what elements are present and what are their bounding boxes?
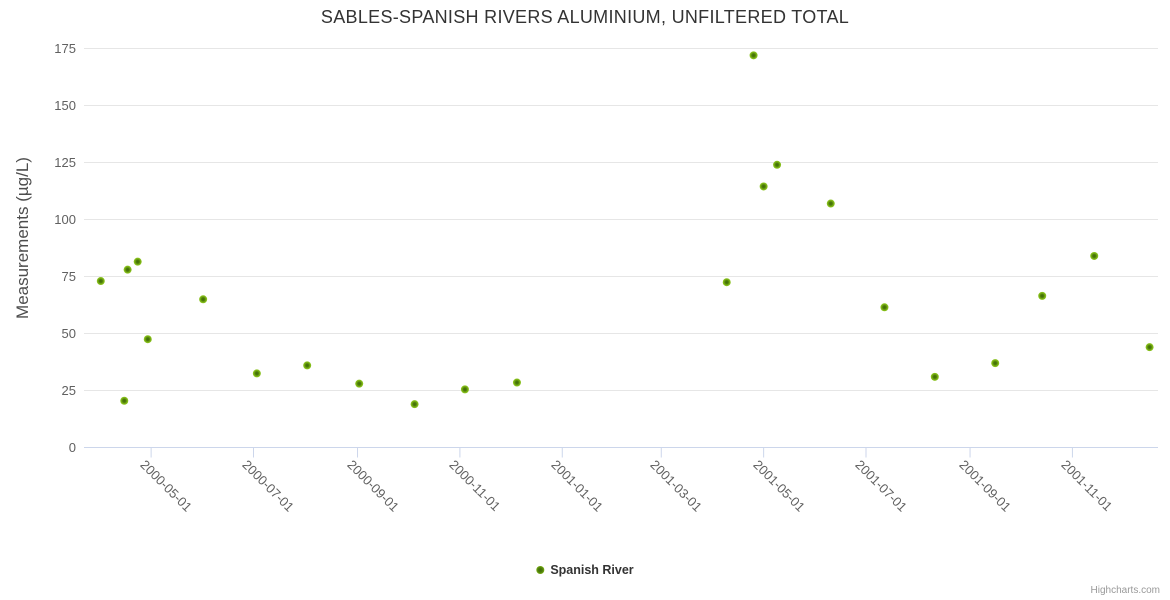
legend-item-spanish-river[interactable]: Spanish River: [536, 563, 634, 577]
data-point[interactable]: [199, 295, 208, 304]
y-tick-label: 150: [54, 97, 76, 113]
data-point[interactable]: [143, 335, 152, 344]
y-tick-label: 75: [61, 268, 76, 284]
chart-title: SABLES-SPANISH RIVERS ALUMINIUM, UNFILTE…: [320, 7, 850, 27]
x-axis: [84, 447, 1158, 458]
data-point[interactable]: [773, 160, 782, 169]
data-point[interactable]: [1145, 343, 1154, 352]
data-point[interactable]: [120, 396, 129, 405]
y-tick-label: 175: [54, 40, 76, 56]
highcharts-credits-link[interactable]: Highcharts.com: [1090, 585, 1160, 596]
y-tick-label: 25: [61, 382, 76, 398]
series-spanish-river: [96, 51, 1154, 409]
legend-marker-icon: [536, 566, 545, 574]
data-point[interactable]: [123, 265, 132, 274]
data-point[interactable]: [749, 51, 758, 60]
data-point[interactable]: [1090, 251, 1099, 260]
data-point[interactable]: [880, 303, 889, 312]
data-point[interactable]: [410, 400, 419, 409]
data-point[interactable]: [722, 278, 731, 287]
legend-label: Spanish River: [550, 563, 634, 577]
y-tick-label: 50: [61, 325, 76, 341]
data-point[interactable]: [96, 277, 105, 286]
data-point[interactable]: [930, 372, 939, 381]
data-point[interactable]: [460, 385, 469, 394]
data-point[interactable]: [355, 379, 364, 388]
data-point[interactable]: [759, 182, 768, 191]
data-point[interactable]: [303, 361, 312, 370]
data-point[interactable]: [826, 199, 835, 208]
data-point[interactable]: [991, 359, 1000, 368]
y-tick-label: 100: [54, 211, 76, 227]
data-point[interactable]: [512, 378, 521, 387]
y-tick-label: 125: [54, 154, 76, 170]
gridlines: [84, 48, 1158, 391]
y-tick-label: 0: [68, 439, 76, 455]
data-point[interactable]: [252, 369, 261, 378]
data-point[interactable]: [1038, 291, 1047, 300]
data-point[interactable]: [133, 257, 142, 266]
